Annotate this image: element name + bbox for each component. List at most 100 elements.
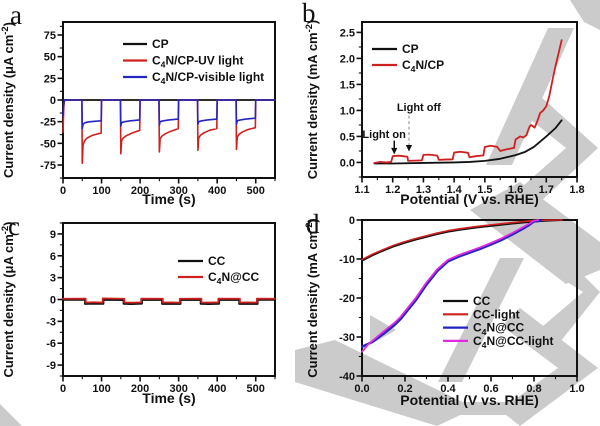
series-C4N-CP-visible-light: [62, 99, 276, 130]
y-tick-label: 0: [349, 215, 355, 227]
x-tick-label: 1.2: [385, 184, 400, 196]
y-tick-label: 50: [44, 52, 56, 64]
x-tick-label: 1.4: [446, 184, 462, 196]
x-tick-label: 0.6: [483, 383, 498, 395]
x-tick-label: 0.8: [526, 383, 541, 395]
x-tick-label: 1.0: [569, 383, 584, 395]
y-tick-label: 0: [50, 95, 56, 107]
x-axis-title: Time (s): [142, 191, 195, 207]
legend-label-C4N-CC: C4N@CC: [208, 270, 260, 286]
x-tick-label: 300: [169, 185, 187, 197]
panel-label-c: c: [8, 211, 20, 241]
panel-label-a: a: [10, 0, 22, 30]
panel-d: 0.0 0.2 0.4 0.6 0.8 1.0 0 -10 -20 -30 -40 Potential…: [300, 213, 600, 426]
legend-label-C4N-CP-visible-light: C4N/CP-visible light: [152, 70, 264, 86]
x-tick-label: 0.0: [354, 383, 369, 395]
y-tick-label: -30: [339, 332, 355, 344]
x-tick-label: 0.2: [397, 383, 412, 395]
y-tick-label: -6: [46, 338, 56, 350]
y-axis-title: Current density (mA cm-2): [304, 218, 320, 378]
panel-c-chart: 0 100 200 300 400 500 9 6 3 0 -3 -6 -9 Time (s) Curren…: [0, 222, 276, 406]
x-tick-label: 300: [169, 383, 187, 395]
series-C4N-CP-UV-light: [62, 99, 276, 165]
y-tick-label: 2.5: [340, 27, 355, 39]
y-tick-label: 9: [50, 229, 56, 241]
legend-label-C4N-CC: C4N@CC: [473, 321, 525, 337]
x-tick-label: 1.6: [508, 184, 523, 196]
panel-d-chart: 0.0 0.2 0.4 0.6 0.8 1.0 0 -10 -20 -30 -40 Potential…: [304, 215, 585, 408]
y-tick-label: 1.5: [340, 79, 355, 91]
panel-c: 0 100 200 300 400 500 9 6 3 0 -3 -6 -9 Time (s) Curren…: [0, 213, 300, 426]
y-axis-title: Current density (mA cm-2): [304, 20, 320, 180]
x-tick-label: 400: [208, 185, 226, 197]
x-tick-label: 100: [92, 185, 110, 197]
series-C4N-CC-light: [361, 219, 540, 353]
watermark-shape-3: [470, 182, 600, 284]
x-tick-label: 500: [247, 185, 265, 197]
y-tick-label: -20: [339, 293, 355, 305]
watermark-shape-2: [521, 96, 598, 202]
y-tick-label: -75: [40, 160, 56, 172]
watermark-shape-1: [486, 28, 574, 165]
watermark-shape-6: [500, 308, 598, 426]
watermark-shape-9: [0, 404, 22, 426]
y-tick-label: -3: [46, 316, 56, 328]
legend-label-C4N-CC-light: C4N@CC-light: [473, 334, 554, 350]
annotation-light-on: Light on: [362, 129, 406, 141]
y-tick-label: 2.0: [340, 53, 355, 65]
annotation-light-off: Light off: [397, 102, 441, 114]
x-tick-label: 200: [131, 185, 149, 197]
y-tick-label: -50: [40, 138, 56, 150]
y-tick-label: 75: [44, 30, 56, 42]
arrowhead: [391, 147, 398, 155]
y-tick-label: 1.0: [340, 105, 355, 117]
legend-label-CC: CC: [473, 294, 491, 308]
x-tick-label: 100: [92, 383, 110, 395]
axis-frame: [62, 222, 276, 377]
arrowhead: [405, 145, 413, 152]
watermark-shape-10: [400, 402, 533, 415]
panel-a-chart: 0 100 200 300 400 500 75 50 25 0 -25 -50 -75 Time (s)…: [0, 21, 276, 207]
y-tick-label: -25: [40, 117, 56, 129]
y-tick-label: 0: [50, 295, 56, 307]
y-tick-label: 6: [50, 251, 56, 263]
panel-b-chart: 1.1 1.2 1.3 1.4 1.5 1.6 1.7 1.8 0.0 0.5 1.0 1.5 2.0 2…: [304, 20, 585, 207]
panel-a: 0 100 200 300 400 500 75 50 25 0 -25 -50 -75 Time (s)…: [0, 0, 300, 213]
x-tick-label: 1.8: [569, 184, 584, 196]
y-axis-title: Current density (μA cm-2): [0, 22, 16, 178]
x-axis-title: Time (s): [142, 390, 195, 406]
x-tick-label: 1.3: [416, 184, 431, 196]
watermark-shape-0: [570, 0, 600, 30]
series-CP: [373, 119, 563, 165]
watermark-shape-4: [438, 258, 524, 382]
x-tick-label: 1.1: [354, 184, 369, 196]
y-tick-label: -10: [339, 254, 355, 266]
series-C4N-CC: [62, 297, 276, 304]
x-tick-label: 1.5: [477, 184, 492, 196]
x-axis-title: Potential (V vs. RHE): [400, 392, 538, 408]
x-tick-label: 200: [131, 383, 149, 395]
panel-label-d: d: [306, 209, 320, 239]
legend-label-CC: CC: [208, 254, 226, 268]
axis-frame: [361, 219, 578, 377]
legend-label-C4N-CP-UV-light: C4N/CP-UV light: [152, 54, 243, 70]
y-tick-label: 25: [44, 73, 56, 85]
y-tick-label: -40: [339, 371, 355, 383]
y-axis-title: Current density (μA cm-2): [0, 222, 16, 378]
legend-label-C4N-CP: C4N/CP: [402, 58, 444, 74]
y-tick-label: -9: [46, 360, 56, 372]
x-tick-label: 0: [60, 185, 66, 197]
legend-label-CC-light: CC-light: [473, 307, 520, 321]
x-tick-label: 400: [208, 383, 226, 395]
panel-label-b: b: [302, 0, 316, 28]
x-tick-label: 500: [247, 383, 265, 395]
legend-label-CP: CP: [402, 42, 419, 56]
watermark-shape-5: [543, 252, 600, 342]
y-tick-label: 0.0: [340, 157, 355, 169]
x-axis-title: Potential (V vs. RHE): [400, 191, 538, 207]
x-tick-label: 0.4: [440, 383, 456, 395]
legend-label-CP: CP: [152, 37, 169, 51]
x-tick-label: 0: [60, 383, 66, 395]
